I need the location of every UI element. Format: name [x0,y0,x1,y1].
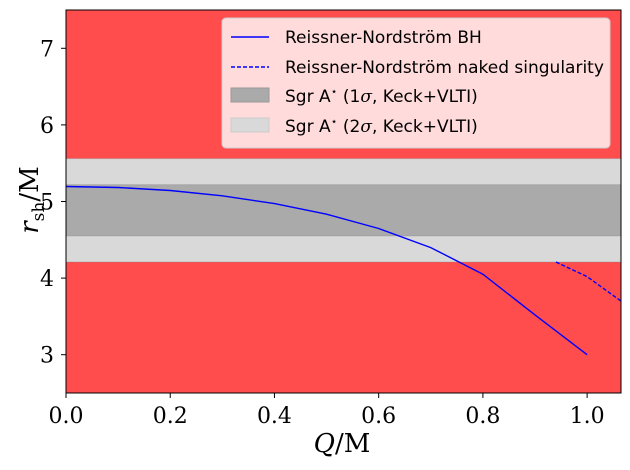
x-tick-label: 0.8 [465,404,500,429]
x-tick-label: 0.6 [361,404,396,429]
series-bh-line [65,185,588,356]
axis-ticks: 0.0 0.2 0.4 0.6 0.8 1.0 3 4 5 6 7 [40,37,605,429]
series-naked-singularity-line [555,261,622,302]
y-tick-label: 5 [40,191,54,216]
legend-swatch-2sigma [230,117,270,133]
legend-frame [221,17,611,149]
legend: Reissner-Nordström BH Reissner-Nordström… [221,17,611,149]
y-axis-label: rsh/M [15,166,49,234]
legend-swatch-1sigma [230,87,270,103]
y-tick-label: 3 [40,344,54,369]
y-tick-label: 6 [40,114,54,139]
x-tick-label: 0.0 [49,404,84,429]
band-1sigma [65,184,622,237]
x-tick-label: 1.0 [570,404,605,429]
legend-label-2sigma: Sgr A⋆ (2σ, Keck+VLTI) [285,115,478,137]
y-tick-label: 7 [40,37,54,62]
x-axis-label: Q/M [314,429,371,459]
x-tick-label: 0.2 [153,404,188,429]
legend-label-bh: Reissner-Nordström BH [285,28,482,48]
legend-label-1sigma: Sgr A⋆ (1σ, Keck+VLTI) [285,85,478,107]
y-tick-label: 4 [40,267,54,292]
x-tick-label: 0.4 [257,404,292,429]
legend-label-naked: Reissner-Nordström naked singularity [285,58,604,78]
